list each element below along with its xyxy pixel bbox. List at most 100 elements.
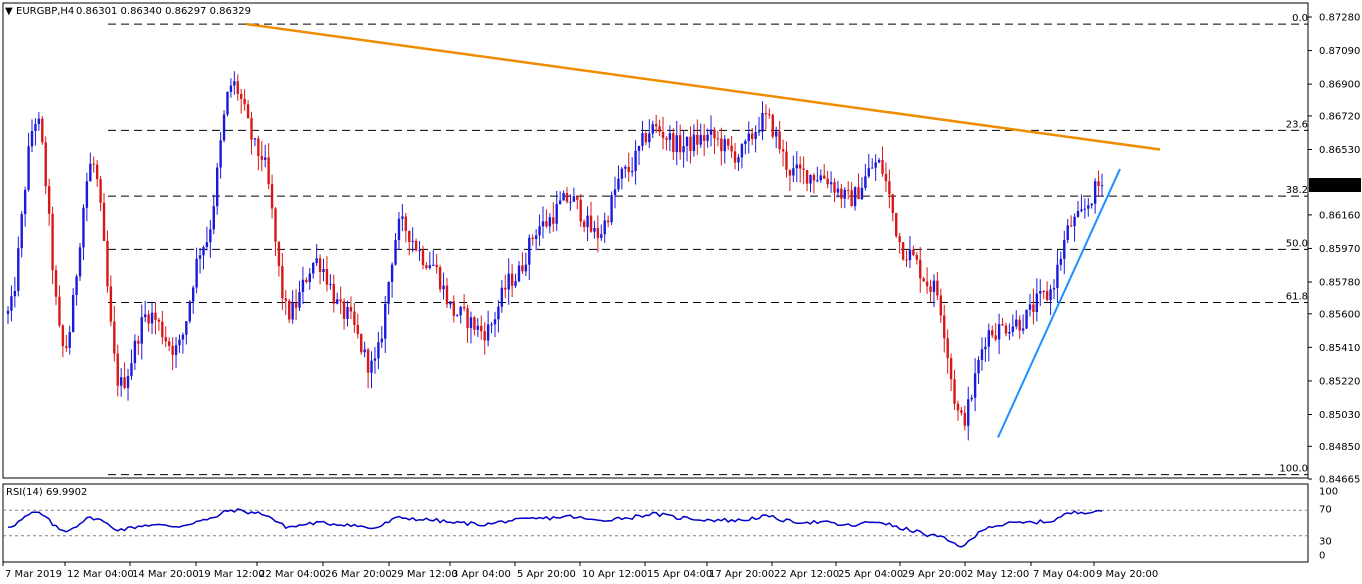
candle xyxy=(641,120,644,151)
candle xyxy=(1028,294,1032,317)
candle-body xyxy=(500,287,504,307)
fib-level-label: 38.2 xyxy=(1286,185,1308,196)
candle xyxy=(229,78,233,98)
rsi-line xyxy=(7,508,1103,548)
candle-body xyxy=(1004,325,1008,334)
candle xyxy=(432,250,435,267)
candle-body xyxy=(284,298,287,301)
candle xyxy=(562,190,565,201)
candle-body xyxy=(404,216,408,231)
candle-body xyxy=(329,283,332,285)
candle xyxy=(884,162,888,192)
candle-body xyxy=(291,302,294,320)
candle-body xyxy=(167,341,171,346)
candle-body xyxy=(555,203,558,224)
candle xyxy=(51,206,54,284)
candle xyxy=(579,194,582,227)
candle xyxy=(342,298,346,330)
candle xyxy=(624,164,627,178)
support-trendline xyxy=(997,168,1121,438)
candle-body xyxy=(147,314,150,324)
candle xyxy=(301,266,305,305)
time-tick-label: 9 May 20:00 xyxy=(1096,569,1158,580)
candle xyxy=(102,193,106,242)
candle xyxy=(75,274,78,306)
candle-body xyxy=(164,337,167,342)
candle xyxy=(521,252,524,274)
candle xyxy=(569,194,572,211)
candle-body xyxy=(552,217,555,224)
candle-body xyxy=(181,334,185,340)
candle-body xyxy=(363,349,366,353)
candle-body xyxy=(997,324,1001,340)
candle xyxy=(967,386,970,441)
candle-body xyxy=(579,199,582,222)
candle-body xyxy=(13,290,17,297)
candle xyxy=(953,369,956,410)
candle xyxy=(394,232,397,266)
candle xyxy=(336,292,339,305)
candle-body xyxy=(387,281,390,304)
candle-body xyxy=(421,250,425,266)
candle-body xyxy=(17,248,20,291)
candle xyxy=(202,245,205,270)
candle xyxy=(294,289,298,321)
candle xyxy=(92,156,95,173)
candle xyxy=(171,337,174,371)
candle-body xyxy=(987,330,991,347)
candle xyxy=(593,220,596,239)
candle-body xyxy=(685,136,689,147)
candle-body xyxy=(603,220,606,235)
rsi-label: RSI(14) 69.9902 xyxy=(6,487,87,498)
candle-body xyxy=(466,308,469,329)
candle xyxy=(288,298,291,324)
candle xyxy=(922,277,925,282)
candle xyxy=(627,152,630,182)
candle-body xyxy=(497,306,500,320)
candle xyxy=(349,296,353,320)
candle xyxy=(658,119,661,137)
candle-body xyxy=(521,265,524,272)
candle xyxy=(678,124,682,160)
candle xyxy=(329,274,332,290)
candle-body xyxy=(493,319,497,325)
candle-body xyxy=(593,228,596,232)
candle-body xyxy=(483,331,486,341)
candle xyxy=(133,334,137,371)
candle xyxy=(864,163,867,191)
candle-body xyxy=(627,166,630,173)
candle-body xyxy=(1018,319,1021,331)
collapse-arrow-icon[interactable]: ▼ xyxy=(5,6,13,17)
candle xyxy=(68,325,71,355)
candle xyxy=(630,157,634,177)
time-tick-label: 15 Apr 04:00 xyxy=(647,569,712,580)
candle xyxy=(1039,279,1042,306)
candle xyxy=(644,130,648,146)
candle-body xyxy=(1015,319,1018,327)
candle-body xyxy=(562,193,565,201)
candle-body xyxy=(308,273,311,283)
candle xyxy=(414,238,418,252)
rsi-panel[interactable] xyxy=(2,483,1309,563)
time-tick-label: 14 Mar 20:00 xyxy=(132,569,199,580)
price-panel[interactable] xyxy=(2,2,1309,479)
candle xyxy=(504,274,507,299)
candle-body xyxy=(733,151,737,163)
price-tick-label: 0.85970 xyxy=(1319,244,1360,255)
candle xyxy=(185,321,188,345)
candle-body xyxy=(661,131,665,139)
candle-body xyxy=(932,280,936,292)
candle xyxy=(332,274,335,313)
candle-body xyxy=(301,279,305,292)
candle xyxy=(980,337,984,371)
time-tick-label: 22 Apr 12:00 xyxy=(774,569,839,580)
candle-body xyxy=(445,285,449,305)
candle-body xyxy=(257,138,260,157)
candle-body xyxy=(44,142,47,187)
candle xyxy=(984,337,987,363)
candle xyxy=(853,186,857,211)
candle-body xyxy=(545,221,548,227)
candle xyxy=(929,279,932,303)
price-tick-label: 0.87090 xyxy=(1319,46,1360,57)
